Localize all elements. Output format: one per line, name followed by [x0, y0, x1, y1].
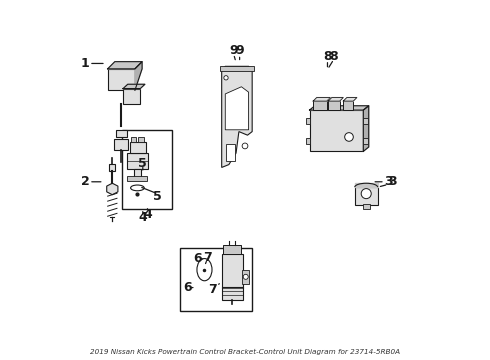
Bar — [343, 101, 353, 110]
Text: 9: 9 — [235, 44, 244, 57]
Bar — [126, 153, 148, 169]
Text: 8: 8 — [323, 50, 332, 63]
Circle shape — [344, 133, 353, 141]
Text: 6: 6 — [183, 281, 192, 294]
Circle shape — [224, 76, 228, 80]
Text: 9: 9 — [229, 44, 238, 57]
Bar — [139, 136, 144, 142]
Bar — [130, 142, 147, 153]
Bar — [364, 118, 368, 125]
Bar — [108, 69, 135, 90]
Circle shape — [242, 143, 248, 149]
Polygon shape — [225, 87, 248, 130]
Text: 3: 3 — [384, 175, 393, 188]
Polygon shape — [310, 106, 368, 110]
Circle shape — [361, 189, 371, 199]
Polygon shape — [364, 106, 368, 151]
Text: 6: 6 — [193, 252, 201, 265]
Text: 2: 2 — [81, 175, 90, 188]
Ellipse shape — [197, 258, 212, 281]
Ellipse shape — [131, 185, 144, 191]
Bar — [122, 130, 172, 209]
Circle shape — [243, 274, 248, 279]
Bar — [355, 187, 378, 205]
Bar — [313, 101, 327, 110]
Polygon shape — [221, 66, 252, 167]
Bar — [123, 89, 140, 104]
Text: 8: 8 — [330, 50, 338, 63]
Bar — [243, 270, 249, 284]
Bar — [328, 101, 340, 110]
Bar — [223, 244, 242, 253]
Bar — [221, 287, 243, 300]
Bar — [363, 204, 370, 210]
Polygon shape — [343, 98, 357, 101]
Text: 5: 5 — [138, 157, 147, 170]
Text: 7: 7 — [208, 283, 217, 296]
Bar — [180, 248, 252, 311]
Bar — [114, 139, 128, 149]
Polygon shape — [135, 62, 142, 90]
Bar — [306, 118, 310, 125]
Text: 2019 Nissan Kicks Powertrain Control Bracket-Control Unit Diagram for 23714-5RB0: 2019 Nissan Kicks Powertrain Control Bra… — [90, 349, 400, 355]
Polygon shape — [313, 98, 330, 101]
Polygon shape — [108, 62, 142, 69]
Text: 3: 3 — [388, 175, 396, 188]
Text: 1: 1 — [81, 57, 90, 70]
Bar — [364, 138, 368, 144]
Polygon shape — [107, 183, 118, 195]
Bar — [109, 164, 115, 171]
Bar — [116, 130, 127, 137]
Bar — [310, 110, 364, 151]
Bar — [220, 66, 254, 71]
Text: 7: 7 — [203, 251, 212, 264]
Bar — [127, 176, 147, 181]
Bar — [221, 253, 243, 288]
Text: 4: 4 — [143, 208, 152, 221]
Text: 5: 5 — [153, 190, 162, 203]
Text: 4: 4 — [138, 211, 147, 224]
Bar — [131, 136, 136, 142]
Bar — [306, 138, 310, 144]
Polygon shape — [123, 84, 145, 89]
Bar — [134, 169, 141, 178]
Polygon shape — [226, 144, 235, 161]
Polygon shape — [328, 98, 343, 101]
